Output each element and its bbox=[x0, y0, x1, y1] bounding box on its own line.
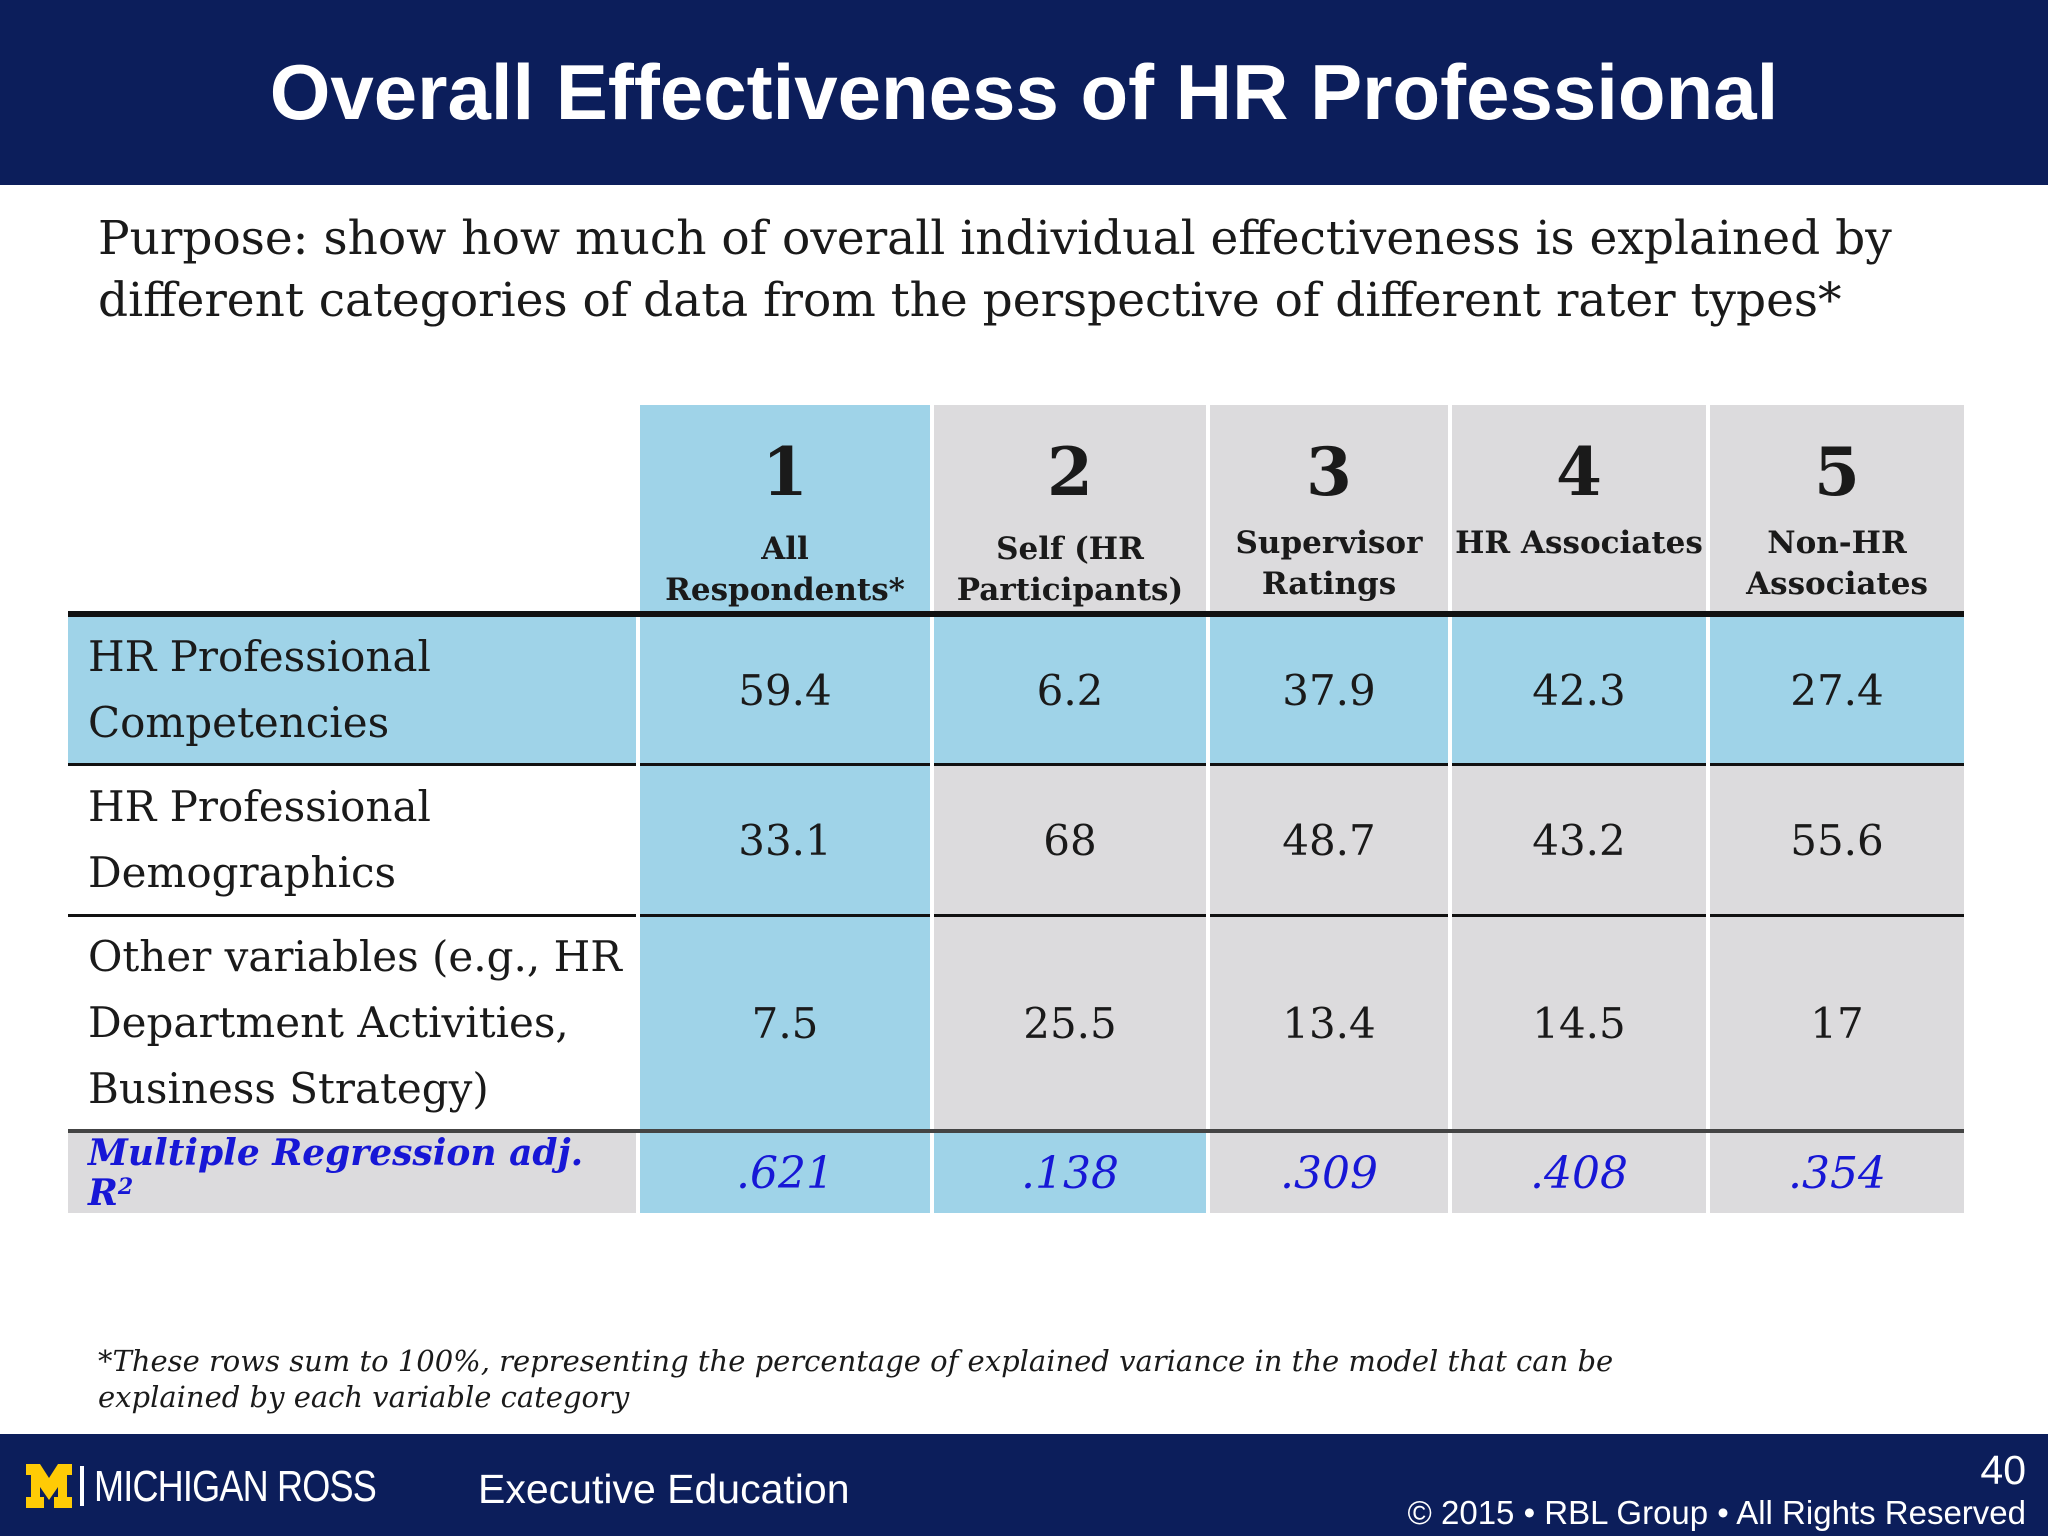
column-header-2: 2 Self (HR Participants) bbox=[930, 405, 1208, 617]
column-label: Supervisor Ratings bbox=[1235, 525, 1423, 602]
table-cell: 6.2 bbox=[930, 614, 1208, 766]
column-number: 5 bbox=[1814, 433, 1860, 511]
table-cell: 42.3 bbox=[1448, 614, 1708, 766]
regression-value: .138 bbox=[930, 1131, 1208, 1213]
regression-value: .408 bbox=[1448, 1131, 1708, 1213]
slide-title: Overall Effectiveness of HR Professional bbox=[269, 48, 1779, 136]
header-row: 1 All Respondents* 2 Self (HR Participan… bbox=[68, 405, 1964, 617]
table-row: HR Professional Competencies 59.4 6.2 37… bbox=[68, 614, 1964, 766]
column-number: 2 bbox=[1047, 433, 1093, 511]
table-row: Other variables (e.g., HR Department Act… bbox=[68, 915, 1964, 1133]
table-cell: 55.6 bbox=[1706, 764, 1964, 917]
purpose-text: Purpose: show how much of overall indivi… bbox=[98, 211, 1892, 328]
table-cell: 37.9 bbox=[1206, 614, 1450, 766]
copyright-text: © 2015 • RBL Group • All Rights Reserved bbox=[1407, 1494, 2027, 1531]
table-cell: 59.4 bbox=[636, 614, 932, 766]
column-label: Non-HR Associates bbox=[1746, 525, 1928, 602]
table-corner bbox=[68, 405, 638, 617]
regression-label-text: Multiple Regression adj. R bbox=[88, 1132, 584, 1214]
column-label: HR Associates bbox=[1455, 525, 1703, 561]
logo-divider bbox=[80, 1466, 84, 1506]
column-number: 3 bbox=[1306, 433, 1352, 511]
table-cell: 17 bbox=[1706, 915, 1964, 1133]
column-header-1: 1 All Respondents* bbox=[636, 405, 932, 617]
table-cell: 25.5 bbox=[930, 915, 1208, 1133]
footnote: *These rows sum to 100%, representing th… bbox=[98, 1344, 1614, 1414]
table-cell: 27.4 bbox=[1706, 614, 1964, 766]
table-cell: 48.7 bbox=[1206, 764, 1450, 917]
column-label: Self (HR Participants) bbox=[956, 531, 1184, 608]
column-number: 1 bbox=[762, 433, 808, 511]
table-cell: 33.1 bbox=[636, 764, 932, 917]
table-cell: 14.5 bbox=[1448, 915, 1708, 1133]
column-header-5: 5 Non-HR Associates bbox=[1706, 405, 1964, 617]
footer-bar bbox=[0, 1434, 2048, 1536]
title-bar bbox=[0, 0, 2048, 185]
table-cell: 7.5 bbox=[636, 915, 932, 1133]
column-label: All Respondents* bbox=[665, 531, 905, 608]
row-label: Other variables (e.g., HR Department Act… bbox=[68, 915, 638, 1133]
table-cell: 13.4 bbox=[1206, 915, 1450, 1133]
table-cell: 43.2 bbox=[1448, 764, 1708, 917]
row-label: HR Professional Competencies bbox=[68, 614, 638, 766]
program-name: Executive Education bbox=[478, 1466, 850, 1512]
row-label: HR Professional Demographics bbox=[68, 764, 638, 917]
column-header-3: 3 Supervisor Ratings bbox=[1206, 405, 1450, 617]
logo-text: MICHIGAN ROSS bbox=[94, 1462, 377, 1511]
effectiveness-table: 1 All Respondents* 2 Self (HR Participan… bbox=[68, 405, 1964, 1213]
table-row: HR Professional Demographics 33.1 68 48.… bbox=[68, 764, 1964, 917]
superscript: 2 bbox=[117, 1174, 134, 1200]
regression-value: .354 bbox=[1706, 1131, 1964, 1213]
regression-row: Multiple Regression adj. R2 .621 .138 .3… bbox=[68, 1131, 1964, 1213]
page-number: 40 bbox=[1980, 1447, 2026, 1493]
block-m-logo-icon bbox=[26, 1464, 72, 1508]
regression-value: .309 bbox=[1206, 1131, 1450, 1213]
column-number: 4 bbox=[1556, 433, 1602, 511]
column-header-4: 4 HR Associates bbox=[1448, 405, 1708, 617]
table-cell: 68 bbox=[930, 764, 1208, 917]
regression-value: .621 bbox=[636, 1131, 932, 1213]
regression-label: Multiple Regression adj. R2 bbox=[68, 1131, 638, 1213]
